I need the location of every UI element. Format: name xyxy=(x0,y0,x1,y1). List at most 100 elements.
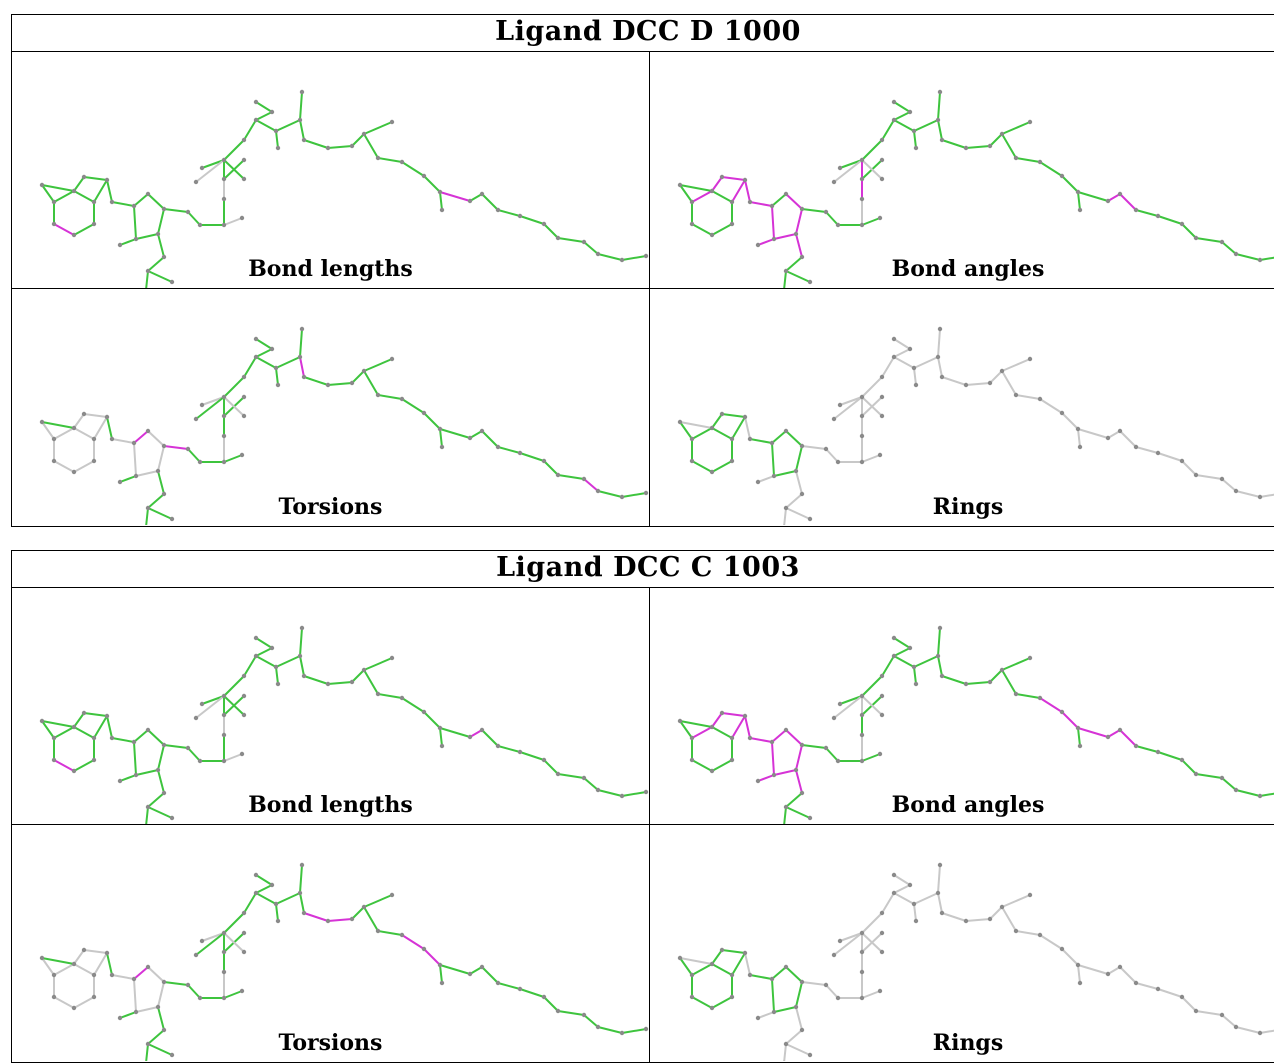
atom xyxy=(300,327,304,331)
atom xyxy=(302,138,306,142)
atom xyxy=(132,441,136,445)
atom xyxy=(1194,473,1198,477)
bond xyxy=(74,760,94,771)
atom xyxy=(254,891,258,895)
atom xyxy=(242,713,246,717)
bond xyxy=(520,752,544,760)
atom xyxy=(52,758,56,762)
bond xyxy=(84,950,107,953)
atom xyxy=(914,682,918,686)
atom xyxy=(1156,214,1160,218)
bond xyxy=(834,933,862,955)
bond xyxy=(300,92,302,120)
bond xyxy=(94,417,107,439)
bond xyxy=(712,727,732,738)
atom xyxy=(784,192,788,196)
bond xyxy=(424,413,440,429)
atom xyxy=(772,474,776,478)
bond xyxy=(722,177,745,180)
atom xyxy=(1134,208,1138,212)
atom xyxy=(240,453,244,457)
bond xyxy=(1040,162,1062,176)
atom xyxy=(1220,776,1224,780)
atom xyxy=(298,118,302,122)
bond xyxy=(584,242,598,254)
bond xyxy=(256,893,276,904)
atom xyxy=(52,995,56,999)
atom xyxy=(938,626,942,630)
atom xyxy=(518,451,522,455)
atom xyxy=(1180,459,1184,463)
atom xyxy=(1134,445,1138,449)
atom xyxy=(772,773,776,777)
bond xyxy=(990,371,1002,383)
bond xyxy=(74,224,94,235)
bond xyxy=(352,371,364,383)
bond xyxy=(224,218,242,225)
atom xyxy=(222,158,226,162)
atom xyxy=(832,180,836,184)
atom xyxy=(988,381,992,385)
bond xyxy=(894,112,910,120)
atom xyxy=(1078,445,1082,449)
atom xyxy=(878,453,882,457)
bond xyxy=(148,967,164,982)
bond xyxy=(584,479,598,491)
bond xyxy=(1222,242,1236,254)
bond xyxy=(840,933,862,941)
bond xyxy=(840,696,862,704)
bond xyxy=(882,893,894,913)
bond xyxy=(54,760,74,771)
atom xyxy=(690,736,694,740)
bond xyxy=(364,907,378,931)
atom xyxy=(1156,451,1160,455)
cell-caption: Torsions xyxy=(12,494,649,520)
atom xyxy=(72,470,76,474)
bond xyxy=(136,1007,158,1012)
bond xyxy=(364,359,392,371)
atom xyxy=(988,144,992,148)
atom xyxy=(110,437,114,441)
atom xyxy=(880,138,884,142)
bond xyxy=(158,745,164,770)
bond xyxy=(938,628,940,656)
bond xyxy=(692,964,712,975)
atom xyxy=(480,965,484,969)
bond xyxy=(1120,730,1136,746)
bond xyxy=(786,194,802,209)
bond xyxy=(722,414,745,417)
atom xyxy=(186,447,190,451)
bond xyxy=(74,177,84,191)
atom xyxy=(480,429,484,433)
atom xyxy=(940,674,944,678)
atom xyxy=(200,702,204,706)
atom xyxy=(860,970,864,974)
atom xyxy=(1194,1009,1198,1013)
bond xyxy=(1062,949,1078,965)
bond xyxy=(796,770,802,793)
atom xyxy=(838,166,842,170)
bond xyxy=(300,865,302,893)
atom xyxy=(720,412,724,416)
bond xyxy=(938,329,940,357)
bond xyxy=(1016,158,1040,162)
atom xyxy=(52,973,56,977)
atom xyxy=(772,237,776,241)
atom xyxy=(134,237,138,241)
atom xyxy=(710,233,714,237)
bond xyxy=(54,461,74,472)
bond xyxy=(196,696,224,718)
atom xyxy=(860,434,864,438)
bond xyxy=(54,191,74,202)
bond xyxy=(84,414,107,417)
bond xyxy=(378,931,402,935)
bond xyxy=(74,191,94,202)
cell-caption: Bond lengths xyxy=(12,256,649,282)
atom xyxy=(690,437,694,441)
bond xyxy=(74,414,84,428)
atom xyxy=(194,716,198,720)
atom xyxy=(542,758,546,762)
atom xyxy=(880,158,884,162)
atom xyxy=(1078,208,1082,212)
bond xyxy=(942,676,966,684)
